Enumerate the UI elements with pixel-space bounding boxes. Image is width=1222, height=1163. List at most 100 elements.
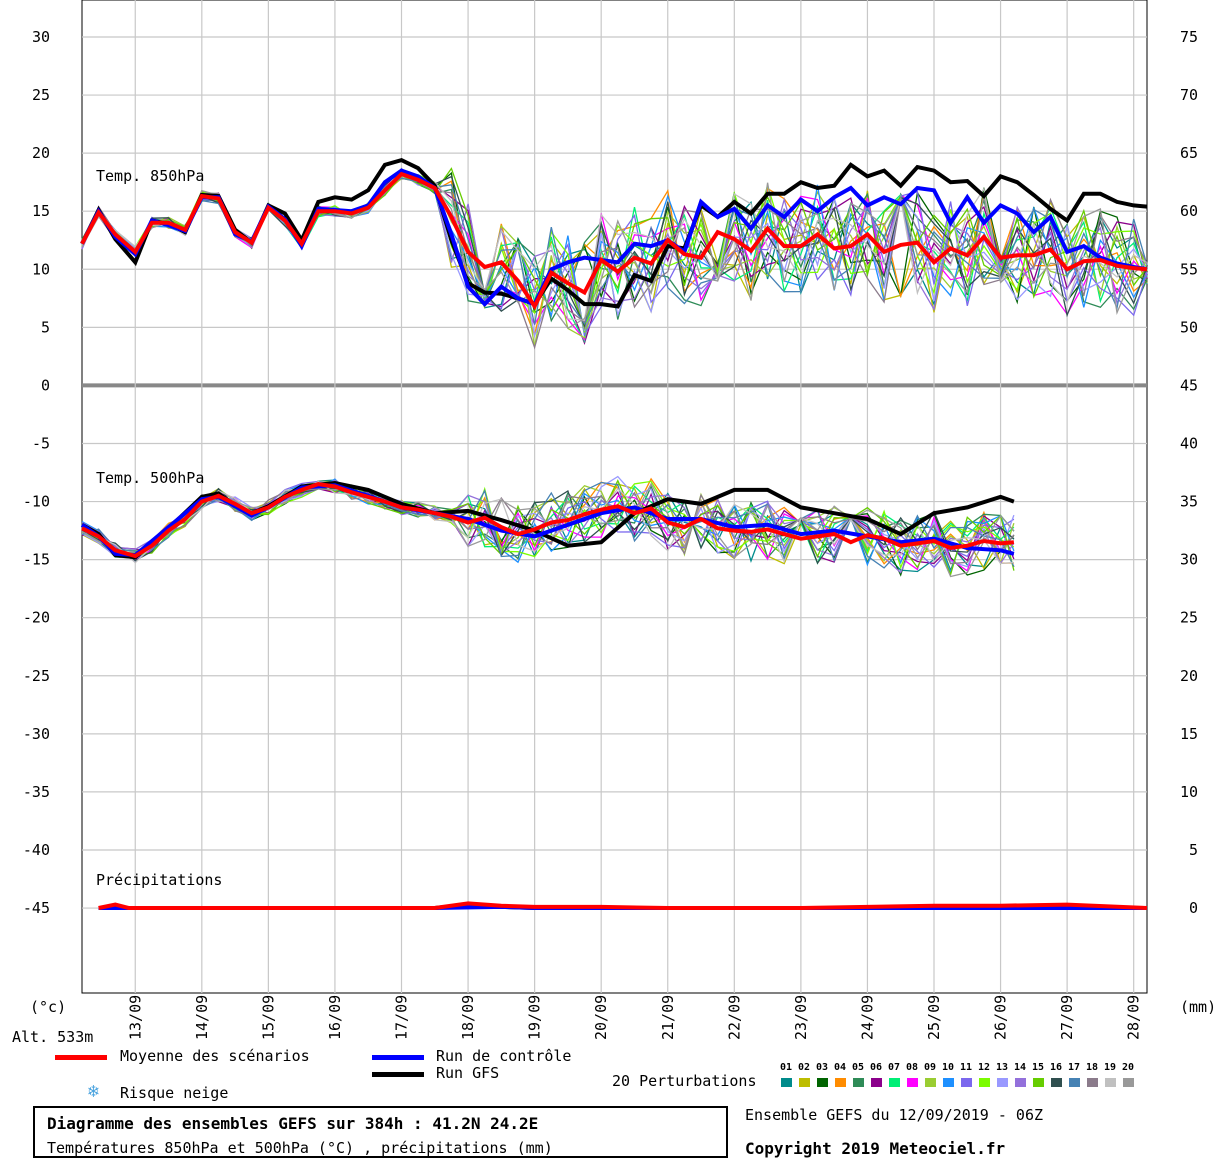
perturbation-number: 14 <box>1014 1062 1027 1073</box>
left-tick-label: 15 <box>32 202 50 220</box>
series-line-t500 <box>81 482 1015 559</box>
panel-label-t850: Temp. 850hPa <box>96 167 204 185</box>
x-tick-label: 14/09 <box>193 995 211 1040</box>
snowflake-icon: ❄ <box>88 1081 99 1102</box>
x-tick-label: 28/09 <box>1125 995 1143 1040</box>
right-tick-label: 55 <box>1180 260 1198 278</box>
left-tick-label: 0 <box>41 376 50 394</box>
x-tick-label: 18/09 <box>459 995 477 1040</box>
right-tick-label: 40 <box>1180 434 1198 452</box>
perturbation-number: 11 <box>960 1062 973 1073</box>
perturbation-number: 09 <box>924 1062 937 1073</box>
perturbation-number: 07 <box>888 1062 901 1073</box>
x-tick-label: 23/09 <box>792 995 810 1040</box>
perturbation-number: 12 <box>978 1062 991 1073</box>
x-tick-label: 24/09 <box>858 995 876 1040</box>
panel-label-precip: Précipitations <box>96 871 222 889</box>
left-tick-label: -25 <box>23 667 50 685</box>
series-line-t500 <box>81 480 1015 560</box>
perturbation-number: 05 <box>852 1062 865 1073</box>
left-tick-label: -45 <box>23 899 50 917</box>
legend-perturbations: 20 Perturbations <box>612 1072 757 1090</box>
perturbation-number: 10 <box>942 1062 955 1073</box>
perturbation-swatch <box>979 1078 990 1087</box>
perturbation-swatch <box>1051 1078 1062 1087</box>
perturbation-swatch <box>1069 1078 1080 1087</box>
left-tick-label: 5 <box>41 318 50 336</box>
perturbation-swatch <box>925 1078 936 1087</box>
perturbation-swatch <box>907 1078 918 1087</box>
left-tick-label: 30 <box>32 28 50 46</box>
right-tick-label: 50 <box>1180 318 1198 336</box>
right-tick-label: 60 <box>1180 202 1198 220</box>
perturbation-number: 02 <box>798 1062 811 1073</box>
altitude-label: Alt. 533m <box>12 1028 93 1046</box>
right-tick-label: 0 <box>1189 899 1198 917</box>
perturbation-swatch <box>997 1078 1008 1087</box>
perturbation-swatch <box>799 1078 810 1087</box>
x-tick-label: 25/09 <box>925 995 943 1040</box>
left-tick-label: 10 <box>32 260 50 278</box>
perturbation-swatch <box>835 1078 846 1087</box>
left-tick-label: -20 <box>23 609 50 627</box>
left-tick-label: -40 <box>23 841 50 859</box>
info-box: Diagramme des ensembles GEFS sur 384h : … <box>33 1106 728 1158</box>
x-tick-label: 22/09 <box>725 995 743 1040</box>
ensemble-run-info: Ensemble GEFS du 12/09/2019 - 06Z <box>745 1106 1044 1124</box>
perturbation-number: 17 <box>1068 1062 1081 1073</box>
right-tick-label: 35 <box>1180 493 1198 511</box>
right-tick-label: 15 <box>1180 725 1198 743</box>
left-tick-label: -5 <box>32 434 50 452</box>
perturbation-number: 15 <box>1032 1062 1045 1073</box>
main-series <box>80 157 1148 910</box>
perturbation-number: 03 <box>816 1062 829 1073</box>
perturbation-swatch <box>1015 1078 1026 1087</box>
x-tick-label: 17/09 <box>393 995 411 1040</box>
legend-snow: Risque neige <box>120 1084 229 1102</box>
perturbation-swatch <box>781 1078 792 1087</box>
perturbation-number: 20 <box>1122 1062 1135 1073</box>
x-tick-label: 13/09 <box>126 995 144 1040</box>
x-tick-label: 16/09 <box>326 995 344 1040</box>
perturbation-swatch <box>817 1078 828 1087</box>
x-tick-label: 15/09 <box>259 995 277 1040</box>
member-line-t500 <box>81 482 1015 578</box>
perturbation-number: 13 <box>996 1062 1009 1073</box>
right-tick-label: 5 <box>1189 841 1198 859</box>
right-tick-label: 30 <box>1180 551 1198 569</box>
right-axis-unit: (mm) <box>1180 998 1216 1016</box>
perturbation-swatch <box>1105 1078 1116 1087</box>
right-tick-label: 70 <box>1180 86 1198 104</box>
perturbation-swatch <box>943 1078 954 1087</box>
right-tick-label: 25 <box>1180 609 1198 627</box>
perturbation-number: 19 <box>1104 1062 1117 1073</box>
right-tick-label: 65 <box>1180 144 1198 162</box>
perturbation-swatch <box>961 1078 972 1087</box>
perturbation-number: 08 <box>906 1062 919 1073</box>
chart-title: Diagramme des ensembles GEFS sur 384h : … <box>47 1114 539 1133</box>
legend-control: Run de contrôle <box>436 1047 572 1065</box>
legend-swatch-mean <box>55 1055 107 1060</box>
left-tick-label: -30 <box>23 725 50 743</box>
perturbation-number: 16 <box>1050 1062 1063 1073</box>
left-tick-label: -15 <box>23 551 50 569</box>
left-tick-label: 20 <box>32 144 50 162</box>
perturbation-swatch <box>853 1078 864 1087</box>
x-tick-label: 19/09 <box>526 995 544 1040</box>
perturbation-number: 04 <box>834 1062 847 1073</box>
right-tick-label: 20 <box>1180 667 1198 685</box>
legend-gfs: Run GFS <box>436 1064 500 1082</box>
perturbation-number: 06 <box>870 1062 883 1073</box>
perturbation-number: 18 <box>1086 1062 1099 1073</box>
x-tick-label: 20/09 <box>592 995 610 1040</box>
perturbation-number: 01 <box>780 1062 793 1073</box>
panel-label-t500: Temp. 500hPa <box>96 469 204 487</box>
x-tick-label: 21/09 <box>659 995 677 1040</box>
copyright: Copyright 2019 Meteociel.fr <box>745 1139 1006 1158</box>
right-tick-label: 45 <box>1180 376 1198 394</box>
perturbation-swatch <box>1087 1078 1098 1087</box>
left-axis-unit: (°c) <box>30 998 66 1016</box>
x-tick-label: 27/09 <box>1058 995 1076 1040</box>
member-line-t500 <box>81 480 1015 565</box>
